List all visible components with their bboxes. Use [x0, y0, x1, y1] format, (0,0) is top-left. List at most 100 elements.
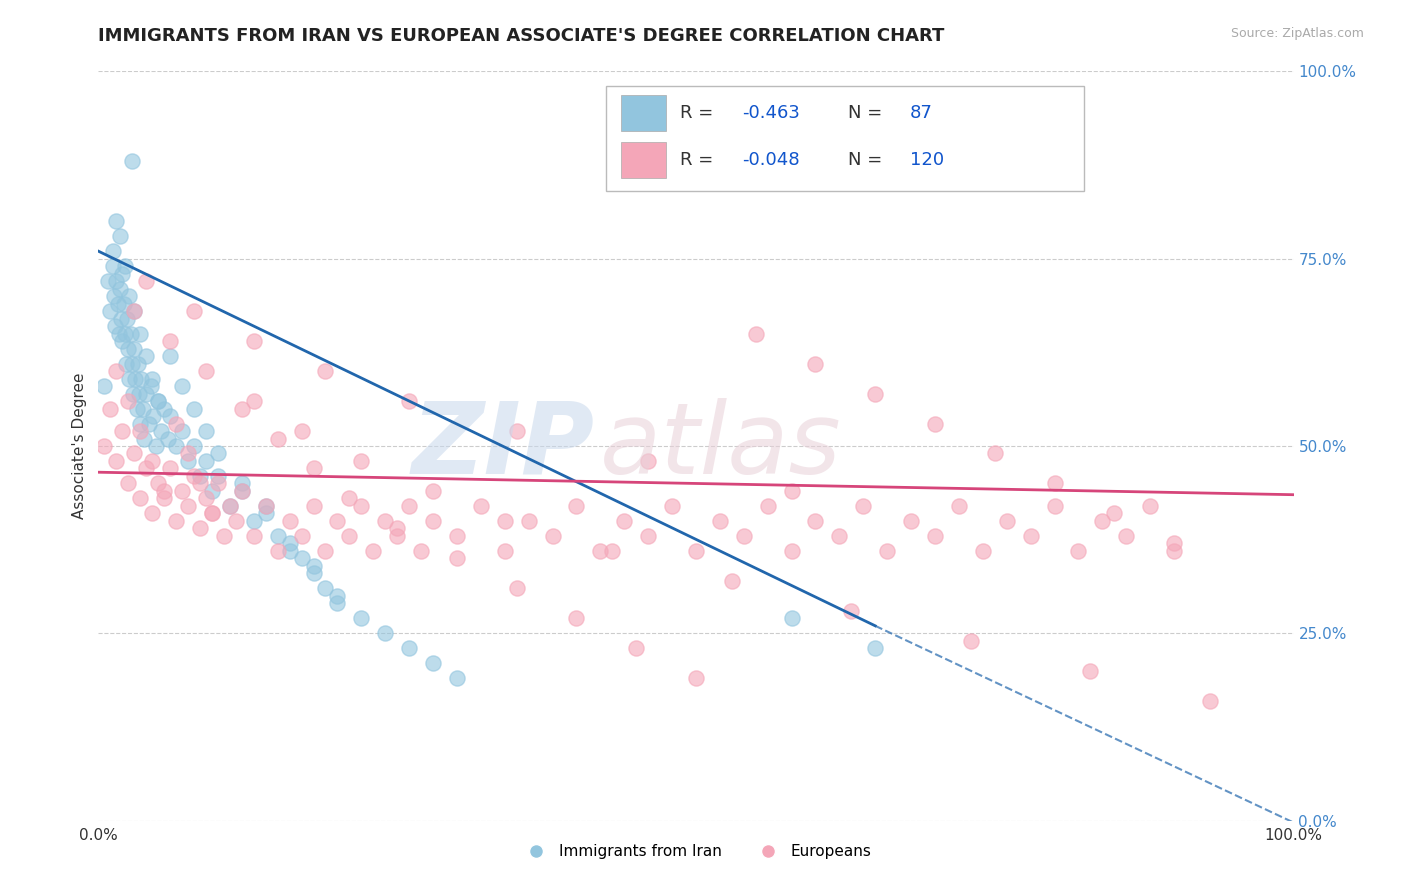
Point [339, 529, 361, 543]
Point [494, 514, 516, 528]
Point [291, 551, 314, 566]
Point [98, 304, 122, 318]
Point [865, 641, 887, 656]
Point [780, 544, 803, 558]
Point [446, 529, 468, 543]
Point [107, 326, 129, 341]
Point [278, 514, 301, 528]
Point [145, 439, 167, 453]
Point [207, 469, 229, 483]
Point [745, 326, 768, 341]
Point [506, 582, 529, 596]
Point [135, 386, 157, 401]
Point [302, 461, 325, 475]
Point [114, 326, 136, 341]
Point [105, 364, 128, 378]
Point [995, 514, 1018, 528]
Point [1104, 507, 1126, 521]
Point [302, 566, 325, 581]
Point [201, 507, 224, 521]
Point [118, 371, 141, 385]
Point [589, 544, 612, 558]
Point [565, 499, 588, 513]
Point [661, 499, 683, 513]
Point [804, 514, 827, 528]
Point [948, 499, 970, 513]
Point [411, 544, 433, 558]
Point [1139, 499, 1161, 513]
Point [135, 274, 157, 288]
Point [315, 582, 337, 596]
Point [1115, 529, 1137, 543]
Point [165, 439, 187, 453]
Point [104, 319, 127, 334]
Point [1080, 664, 1102, 678]
Point [637, 529, 659, 543]
Point [183, 469, 205, 483]
Point [278, 544, 301, 558]
Point [148, 476, 170, 491]
Y-axis label: Associate's Degree: Associate's Degree [72, 373, 87, 519]
Text: atlas: atlas [600, 398, 842, 494]
Point [374, 514, 396, 528]
Point [780, 611, 803, 625]
Point [385, 521, 409, 535]
Text: IMMIGRANTS FROM IRAN VS EUROPEAN ASSOCIATE'S DEGREE CORRELATION CHART: IMMIGRANTS FROM IRAN VS EUROPEAN ASSOCIA… [98, 27, 945, 45]
Point [159, 409, 181, 423]
Point [149, 424, 172, 438]
Point [422, 657, 444, 671]
Point [828, 529, 851, 543]
Point [97, 274, 120, 288]
Point [129, 326, 152, 341]
Point [254, 499, 277, 513]
Point [506, 424, 529, 438]
Point [195, 424, 218, 438]
Point [105, 214, 128, 228]
Point [972, 544, 994, 558]
Point [107, 296, 129, 310]
Legend: Immigrants from Iran, Europeans: Immigrants from Iran, Europeans [515, 838, 877, 865]
Point [153, 401, 176, 416]
Point [115, 357, 138, 371]
Point [183, 401, 205, 416]
Point [105, 274, 128, 288]
Point [172, 379, 194, 393]
Point [243, 394, 266, 409]
Point [326, 596, 349, 610]
Point [93, 379, 115, 393]
Point [302, 499, 325, 513]
Point [101, 244, 124, 259]
Point [188, 469, 211, 483]
Point [924, 417, 946, 431]
Point [103, 289, 125, 303]
Point [111, 334, 134, 348]
Point [1091, 514, 1114, 528]
Point [131, 401, 153, 416]
Point [135, 461, 157, 475]
Point [124, 342, 146, 356]
Point [363, 544, 385, 558]
Point [350, 611, 373, 625]
Point [254, 499, 277, 513]
Point [291, 424, 314, 438]
Point [98, 401, 122, 416]
Point [148, 394, 170, 409]
Point [709, 514, 731, 528]
Point [243, 529, 266, 543]
Point [101, 259, 124, 273]
Point [637, 454, 659, 468]
Point [231, 483, 253, 498]
Point [1163, 544, 1185, 558]
Point [183, 304, 205, 318]
Point [148, 394, 170, 409]
Point [125, 401, 148, 416]
Point [219, 499, 242, 513]
Point [398, 499, 420, 513]
Point [153, 491, 176, 506]
Point [385, 529, 409, 543]
Text: N =: N = [848, 104, 887, 122]
Point [156, 432, 179, 446]
FancyBboxPatch shape [620, 95, 666, 131]
Point [121, 357, 143, 371]
Point [177, 454, 200, 468]
